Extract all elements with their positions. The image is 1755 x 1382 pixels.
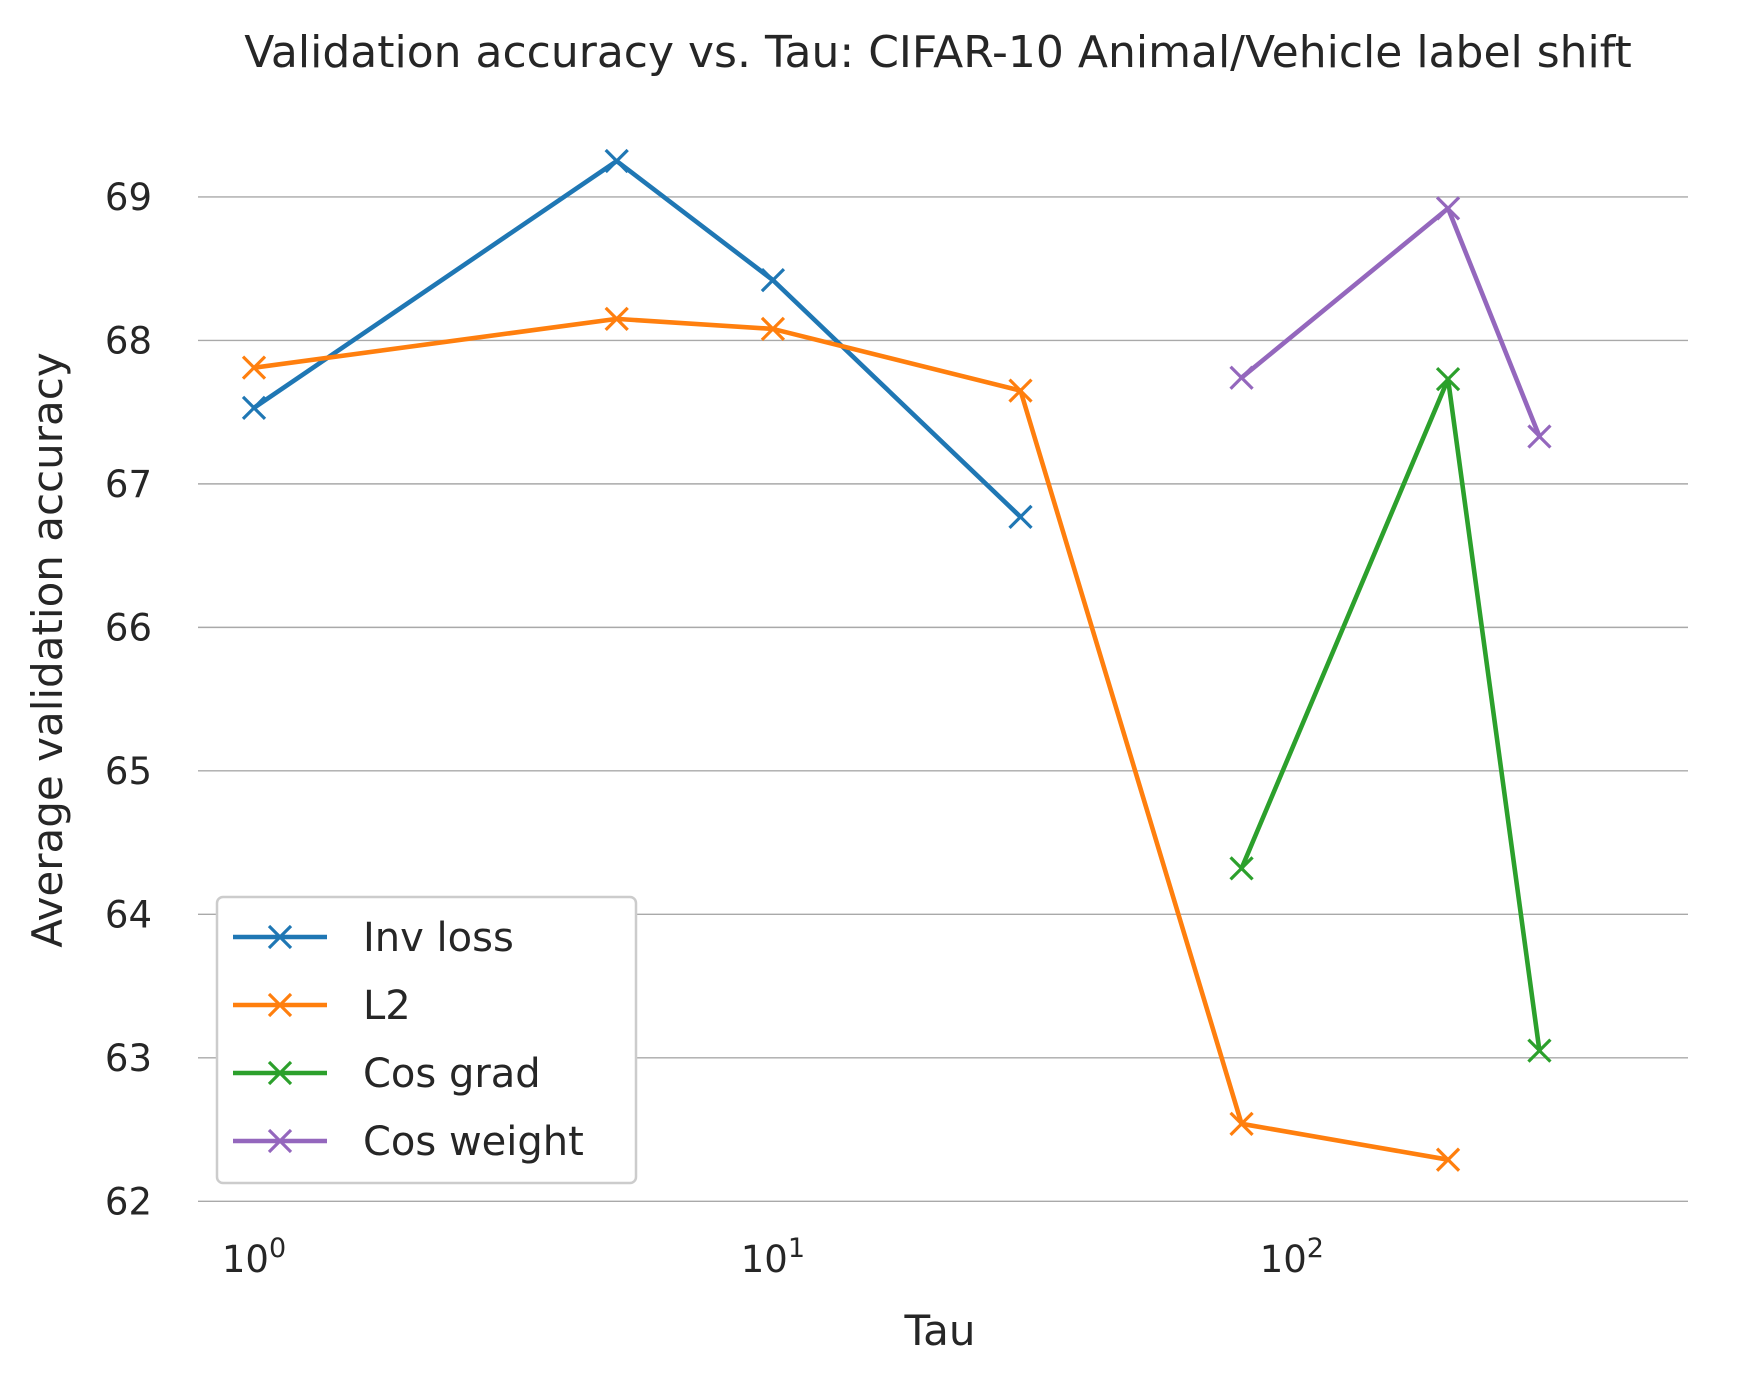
data-point-l2	[760, 316, 786, 342]
legend: Inv loss L2 Cos grad Cos weight	[215, 895, 638, 1185]
marker-stroke	[1527, 1038, 1552, 1063]
y-tick-label: 68	[105, 319, 152, 362]
x-tick-exponent: 2	[1307, 1233, 1324, 1264]
marker-stroke	[267, 924, 293, 950]
data-point-inv-loss	[1008, 504, 1033, 530]
marker-stroke	[1435, 1147, 1461, 1172]
x-tick-base: 10	[1260, 1238, 1307, 1281]
marker-stroke	[1229, 365, 1254, 390]
x-tick-exponent: 0	[269, 1233, 286, 1264]
y-tick-label: 66	[105, 606, 152, 649]
legend-marker	[267, 1060, 293, 1086]
chart-title: Validation accuracy vs. Tau: CIFAR-10 An…	[244, 27, 1631, 78]
marker-stroke	[1008, 378, 1033, 403]
data-point-l2	[1435, 1147, 1461, 1172]
y-tick-label: 62	[105, 1180, 152, 1223]
marker-stroke	[1527, 424, 1552, 449]
marker-stroke	[1435, 196, 1461, 221]
legend-entries: Inv loss L2 Cos grad Cos weight	[233, 915, 584, 1165]
series-line-inv-loss	[251, 158, 1023, 520]
series-cos-weight	[1229, 196, 1552, 449]
data-point-l2	[604, 306, 629, 332]
y-tick-label: 67	[105, 463, 152, 506]
marker-stroke	[1229, 856, 1254, 881]
marker-stroke	[241, 395, 267, 420]
x-tick-base: 10	[741, 1238, 788, 1281]
marker-stroke	[267, 992, 293, 1018]
data-point-l2	[1229, 1111, 1254, 1136]
legend-label: Inv loss	[363, 915, 514, 961]
y-tick-label: 64	[105, 893, 152, 936]
marker-stroke	[604, 306, 629, 332]
x-tick-label: 101	[741, 1233, 805, 1281]
series-layer	[241, 148, 1552, 1172]
data-point-cos-grad	[1435, 367, 1461, 392]
y-tick-label: 65	[105, 750, 152, 793]
x-tick-label: 102	[1260, 1233, 1324, 1281]
marker-stroke	[241, 355, 267, 380]
series-l2	[241, 306, 1461, 1172]
marker-stroke	[267, 1060, 293, 1086]
data-point-inv-loss	[241, 395, 267, 420]
series-inv-loss	[241, 148, 1033, 530]
data-point-cos-weight	[1527, 424, 1552, 449]
data-point-l2	[241, 355, 267, 380]
x-tick-exponent: 1	[788, 1233, 805, 1264]
legend-marker	[267, 992, 293, 1018]
data-point-inv-loss	[760, 268, 786, 293]
legend-marker	[267, 924, 293, 950]
data-point-inv-loss	[604, 148, 629, 174]
series-line-l2	[251, 316, 1451, 1162]
x-tick-base: 10	[222, 1238, 269, 1281]
legend-box	[215, 895, 638, 1185]
data-point-l2	[1008, 378, 1033, 403]
y-tick-label: 69	[105, 176, 152, 219]
marker-stroke	[1008, 504, 1033, 530]
legend-label: Cos weight	[363, 1119, 584, 1165]
legend-entry-cos-weight: Cos weight	[233, 1119, 584, 1165]
legend-marker	[267, 1128, 293, 1154]
data-point-cos-weight	[1229, 365, 1254, 390]
marker-stroke	[760, 316, 786, 342]
data-point-cos-weight	[1435, 196, 1461, 221]
series-cos-grad	[1229, 367, 1552, 1063]
legend-label: Cos grad	[363, 1051, 541, 1097]
y-tick-labels: 62 63 64 65 66 67 68 69	[105, 176, 152, 1223]
marker-stroke	[1229, 1111, 1254, 1136]
marker-stroke	[267, 1128, 293, 1154]
x-tick-labels: 100 101 102	[222, 1233, 1324, 1281]
y-tick-label: 63	[105, 1037, 152, 1080]
x-tick-label: 100	[222, 1233, 286, 1281]
data-point-cos-grad	[1229, 856, 1254, 881]
marker-stroke	[1435, 367, 1461, 392]
legend-entry-l2: L2	[233, 983, 411, 1029]
marker-stroke	[760, 268, 786, 293]
data-point-cos-grad	[1527, 1038, 1552, 1063]
legend-entry-inv-loss: Inv loss	[233, 915, 514, 961]
legend-entry-cos-grad: Cos grad	[233, 1051, 541, 1097]
legend-label: L2	[363, 983, 411, 1029]
marker-stroke	[604, 148, 629, 174]
y-axis-label: Average validation accuracy	[23, 352, 72, 947]
x-axis-label: Tau	[903, 1306, 975, 1355]
